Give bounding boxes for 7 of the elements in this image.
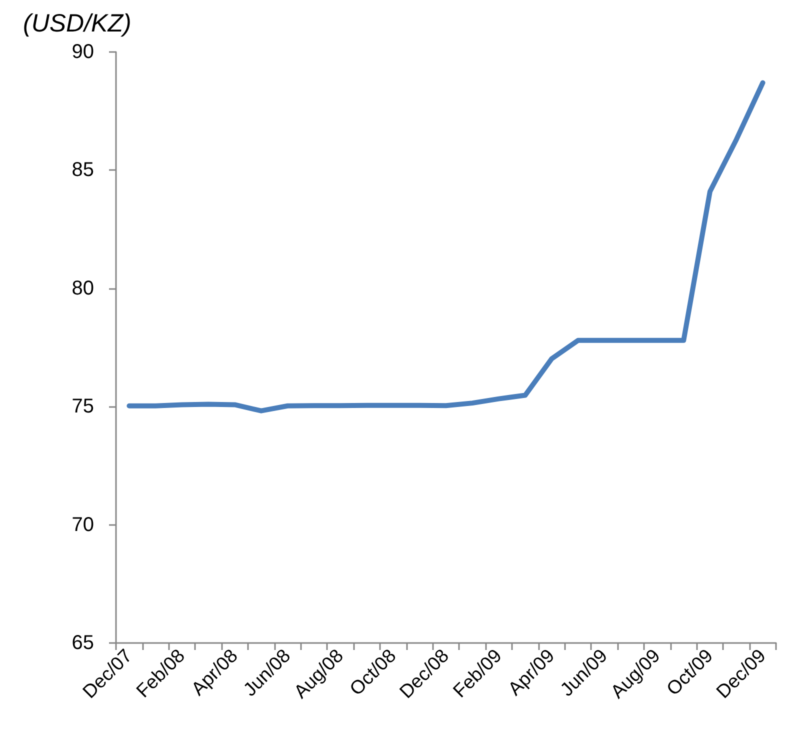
y-tick-label: 65 [72, 632, 94, 654]
y-axis-title: (USD/KZ) [23, 10, 132, 38]
y-tick-label: 75 [72, 396, 94, 418]
y-tick-label: 80 [72, 277, 94, 300]
y-tick-label: 70 [72, 514, 94, 536]
y-tick-label: 85 [72, 159, 94, 182]
y-tick-label: 90 [72, 41, 94, 63]
